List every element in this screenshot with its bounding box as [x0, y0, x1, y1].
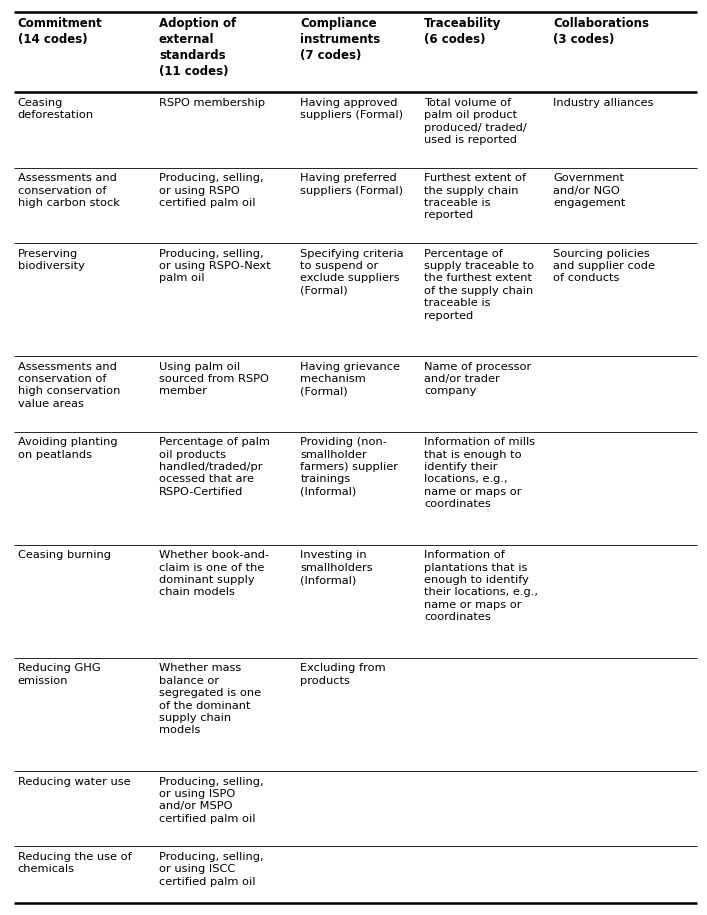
Text: Reducing the use of
chemicals: Reducing the use of chemicals: [18, 852, 132, 875]
Text: Having approved
suppliers (Formal): Having approved suppliers (Formal): [300, 98, 403, 120]
Text: Collaborations
(3 codes): Collaborations (3 codes): [553, 17, 649, 47]
Text: Name of processor
and/or trader
company: Name of processor and/or trader company: [424, 361, 531, 396]
Text: Percentage of palm
oil products
handled/traded/pr
ocessed that are
RSPO-Certifie: Percentage of palm oil products handled/…: [159, 437, 270, 497]
Text: Industry alliances: Industry alliances: [553, 98, 653, 108]
Text: Providing (non-
smallholder
farmers) supplier
trainings
(Informal): Providing (non- smallholder farmers) sup…: [300, 437, 398, 497]
Text: RSPO membership: RSPO membership: [159, 98, 265, 108]
Text: Ceasing
deforestation: Ceasing deforestation: [18, 98, 93, 120]
Text: Furthest extent of
the supply chain
traceable is
reported: Furthest extent of the supply chain trac…: [424, 173, 526, 221]
Text: Government
and/or NGO
engagement: Government and/or NGO engagement: [553, 173, 626, 208]
Text: Producing, selling,
or using ISPO
and/or MSPO
certified palm oil: Producing, selling, or using ISPO and/or…: [159, 777, 264, 824]
Text: Information of mills
that is enough to
identify their
locations, e.g.,
name or m: Information of mills that is enough to i…: [424, 437, 535, 509]
Text: Percentage of
supply traceable to
the furthest extent
of the supply chain
tracea: Percentage of supply traceable to the fu…: [424, 249, 534, 320]
Text: Producing, selling,
or using RSPO
certified palm oil: Producing, selling, or using RSPO certif…: [159, 173, 264, 208]
Text: Adoption of
external
standards
(11 codes): Adoption of external standards (11 codes…: [159, 17, 236, 79]
Text: Having preferred
suppliers (Formal): Having preferred suppliers (Formal): [300, 173, 403, 196]
Text: Whether mass
balance or
segregated is one
of the dominant
supply chain
models: Whether mass balance or segregated is on…: [159, 663, 261, 736]
Text: Investing in
smallholders
(Informal): Investing in smallholders (Informal): [300, 550, 373, 585]
Text: Ceasing burning: Ceasing burning: [18, 550, 110, 560]
Text: Specifying criteria
to suspend or
exclude suppliers
(Formal): Specifying criteria to suspend or exclud…: [300, 249, 404, 296]
Text: Information of
plantations that is
enough to identify
their locations, e.g.,
nam: Information of plantations that is enoug…: [424, 550, 538, 622]
Text: Compliance
instruments
(7 codes): Compliance instruments (7 codes): [300, 17, 380, 62]
Text: Producing, selling,
or using ISCC
certified palm oil: Producing, selling, or using ISCC certif…: [159, 852, 264, 887]
Text: Avoiding planting
on peatlands: Avoiding planting on peatlands: [18, 437, 117, 459]
Text: Reducing GHG
emission: Reducing GHG emission: [18, 663, 100, 685]
Text: Preserving
biodiversity: Preserving biodiversity: [18, 249, 84, 271]
Text: Producing, selling,
or using RSPO-Next
palm oil: Producing, selling, or using RSPO-Next p…: [159, 249, 271, 284]
Text: Sourcing policies
and supplier code
of conducts: Sourcing policies and supplier code of c…: [553, 249, 655, 284]
Text: Having grievance
mechanism
(Formal): Having grievance mechanism (Formal): [300, 361, 400, 396]
Text: Using palm oil
sourced from RSPO
member: Using palm oil sourced from RSPO member: [159, 361, 269, 396]
Text: Assessments and
conservation of
high conservation
value areas: Assessments and conservation of high con…: [18, 361, 120, 409]
Text: Reducing water use: Reducing water use: [18, 777, 130, 787]
Text: Commitment
(14 codes): Commitment (14 codes): [18, 17, 103, 47]
Text: Assessments and
conservation of
high carbon stock: Assessments and conservation of high car…: [18, 173, 119, 208]
Text: Whether book-and-
claim is one of the
dominant supply
chain models: Whether book-and- claim is one of the do…: [159, 550, 269, 597]
Text: Total volume of
palm oil product
produced/ traded/
used is reported: Total volume of palm oil product produce…: [424, 98, 527, 145]
Text: Excluding from
products: Excluding from products: [300, 663, 386, 685]
Text: Traceability
(6 codes): Traceability (6 codes): [424, 17, 501, 47]
